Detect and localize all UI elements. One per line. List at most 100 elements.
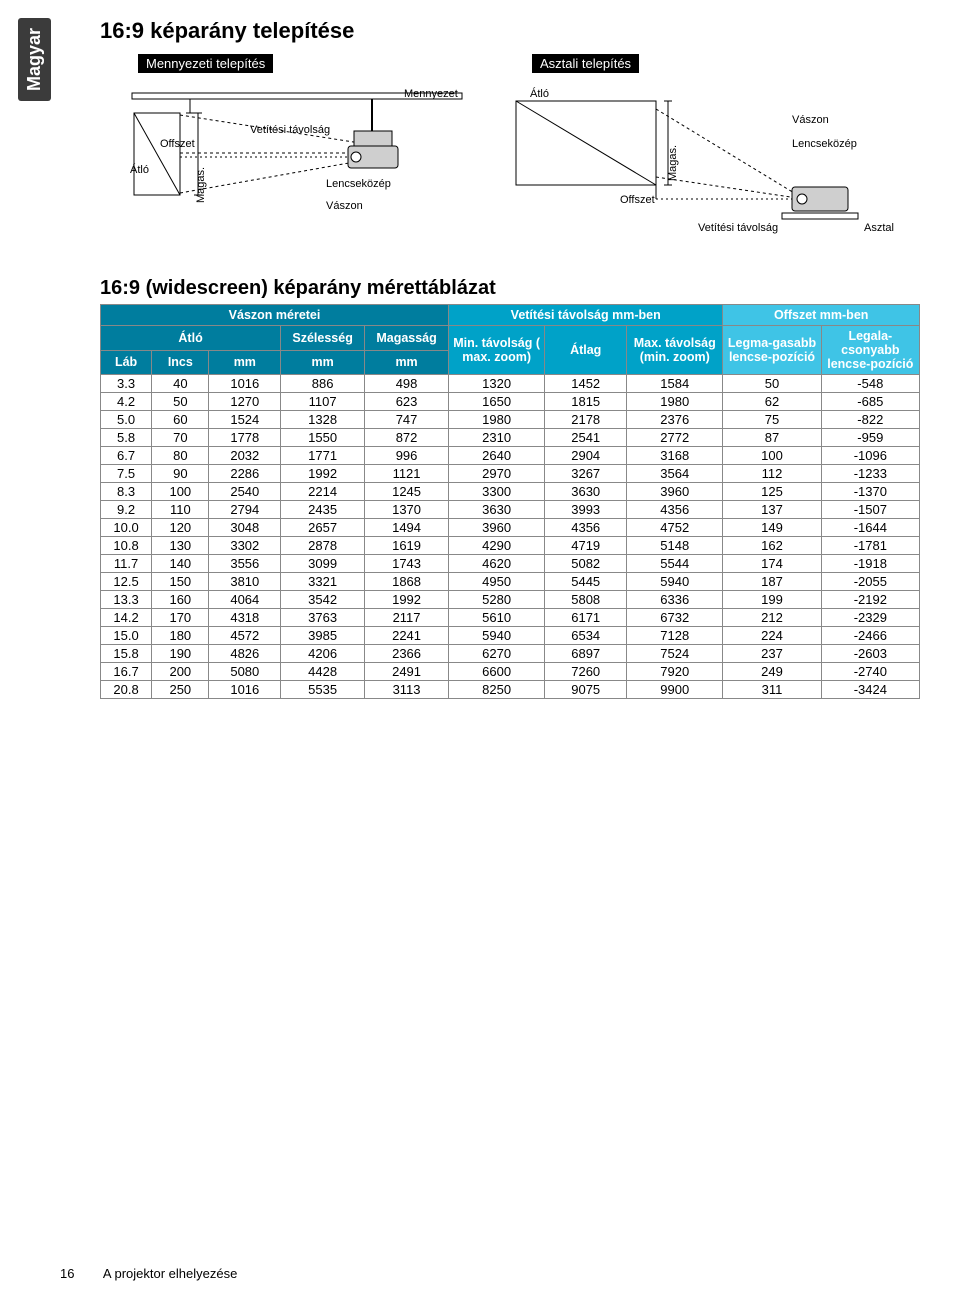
table-cell: 3267 <box>545 465 627 483</box>
table-cell: 4719 <box>545 537 627 555</box>
table-cell: 3763 <box>281 609 365 627</box>
table-row: 9.2110279424351370363039934356137-1507 <box>101 501 920 519</box>
table-cell: 2878 <box>281 537 365 555</box>
table-cell: 8.3 <box>101 483 152 501</box>
table-cell: 9.2 <box>101 501 152 519</box>
table-cell: 7920 <box>627 663 723 681</box>
table-cell: 199 <box>723 591 821 609</box>
table-cell: 2904 <box>545 447 627 465</box>
table-cell: 4620 <box>449 555 545 573</box>
table-cell: 4064 <box>209 591 281 609</box>
table-cell: 12.5 <box>101 573 152 591</box>
table-cell: 311 <box>723 681 821 699</box>
table-cell: 8250 <box>449 681 545 699</box>
th-max: Max. távolság (min. zoom) <box>627 326 723 375</box>
table-cell: 3960 <box>449 519 545 537</box>
table-cell: 3300 <box>449 483 545 501</box>
table-cell: 5544 <box>627 555 723 573</box>
table-cell: 4428 <box>281 663 365 681</box>
table-cell: 13.3 <box>101 591 152 609</box>
th-min: Min. távolság ( max. zoom) <box>449 326 545 375</box>
table-cell: 3993 <box>545 501 627 519</box>
table-cell: 5940 <box>449 627 545 645</box>
table-cell: -2603 <box>821 645 919 663</box>
table-cell: 100 <box>152 483 209 501</box>
table-cell: 75 <box>723 411 821 429</box>
table-cell: 50 <box>152 393 209 411</box>
table-cell: 10.0 <box>101 519 152 537</box>
table-cell: -3424 <box>821 681 919 699</box>
table-cell: 5.0 <box>101 411 152 429</box>
table-cell: 2540 <box>209 483 281 501</box>
table-cell: 112 <box>723 465 821 483</box>
table-row: 5.8701778155087223102541277287-959 <box>101 429 920 447</box>
table-cell: 4318 <box>209 609 281 627</box>
table-row: 15.0180457239852241594065347128224-2466 <box>101 627 920 645</box>
table-row: 14.2170431837632117561061716732212-2329 <box>101 609 920 627</box>
table-cell: 1107 <box>281 393 365 411</box>
table-cell: 6270 <box>449 645 545 663</box>
table-cell: 125 <box>723 483 821 501</box>
table-cell: 150 <box>152 573 209 591</box>
table-cell: 4206 <box>281 645 365 663</box>
table-cell: 3113 <box>365 681 449 699</box>
table-cell: 149 <box>723 519 821 537</box>
table-cell: -1096 <box>821 447 919 465</box>
table-cell: 137 <box>723 501 821 519</box>
table-cell: 250 <box>152 681 209 699</box>
label-screen: Vászon <box>326 200 363 212</box>
table-cell: 1815 <box>545 393 627 411</box>
th-mm2: mm <box>281 350 365 375</box>
table-cell: 2435 <box>281 501 365 519</box>
table-cell: -1233 <box>821 465 919 483</box>
table-cell: 4356 <box>627 501 723 519</box>
table-cell: 4.2 <box>101 393 152 411</box>
table-cell: 9075 <box>545 681 627 699</box>
table-cell: 4572 <box>209 627 281 645</box>
table-cell: 886 <box>281 375 365 393</box>
table-cell: 1743 <box>365 555 449 573</box>
table-cell: 7.5 <box>101 465 152 483</box>
table-cell: 1328 <box>281 411 365 429</box>
table-row: 3.340101688649813201452158450-548 <box>101 375 920 393</box>
table-cell: 5535 <box>281 681 365 699</box>
table-cell: 2310 <box>449 429 545 447</box>
table-cell: 6171 <box>545 609 627 627</box>
th-screen: Vászon méretei <box>101 305 449 326</box>
table-cell: 130 <box>152 537 209 555</box>
table-cell: -2329 <box>821 609 919 627</box>
table-cell: 2286 <box>209 465 281 483</box>
table-cell: 15.0 <box>101 627 152 645</box>
table-cell: 2376 <box>627 411 723 429</box>
table-cell: 1868 <box>365 573 449 591</box>
table-cell: 1980 <box>449 411 545 429</box>
table-cell: 20.8 <box>101 681 152 699</box>
table-cell: 872 <box>365 429 449 447</box>
table-cell: 6897 <box>545 645 627 663</box>
table-cell: 2178 <box>545 411 627 429</box>
table-cell: 1320 <box>449 375 545 393</box>
table-cell: 187 <box>723 573 821 591</box>
table-cell: 1992 <box>365 591 449 609</box>
table-cell: 4752 <box>627 519 723 537</box>
table-cell: 3556 <box>209 555 281 573</box>
table-cell: 10.8 <box>101 537 152 555</box>
table-cell: 90 <box>152 465 209 483</box>
table-cell: 170 <box>152 609 209 627</box>
table-cell: 1121 <box>365 465 449 483</box>
th-ft: Láb <box>101 350 152 375</box>
table-cell: 7128 <box>627 627 723 645</box>
table-cell: -2192 <box>821 591 919 609</box>
table-cell: 160 <box>152 591 209 609</box>
table-cell: -1507 <box>821 501 919 519</box>
table-cell: 5082 <box>545 555 627 573</box>
label-table-r: Asztal <box>864 222 894 234</box>
table-cell: 4356 <box>545 519 627 537</box>
label-screen-r: Vászon <box>792 114 829 126</box>
table-cell: -2055 <box>821 573 919 591</box>
table-cell: 7260 <box>545 663 627 681</box>
table-cell: 15.8 <box>101 645 152 663</box>
table-cell: 498 <box>365 375 449 393</box>
table-row: 13.3160406435421992528058086336199-2192 <box>101 591 920 609</box>
diagram-left-caption: Mennyezeti telepítés <box>138 54 273 73</box>
